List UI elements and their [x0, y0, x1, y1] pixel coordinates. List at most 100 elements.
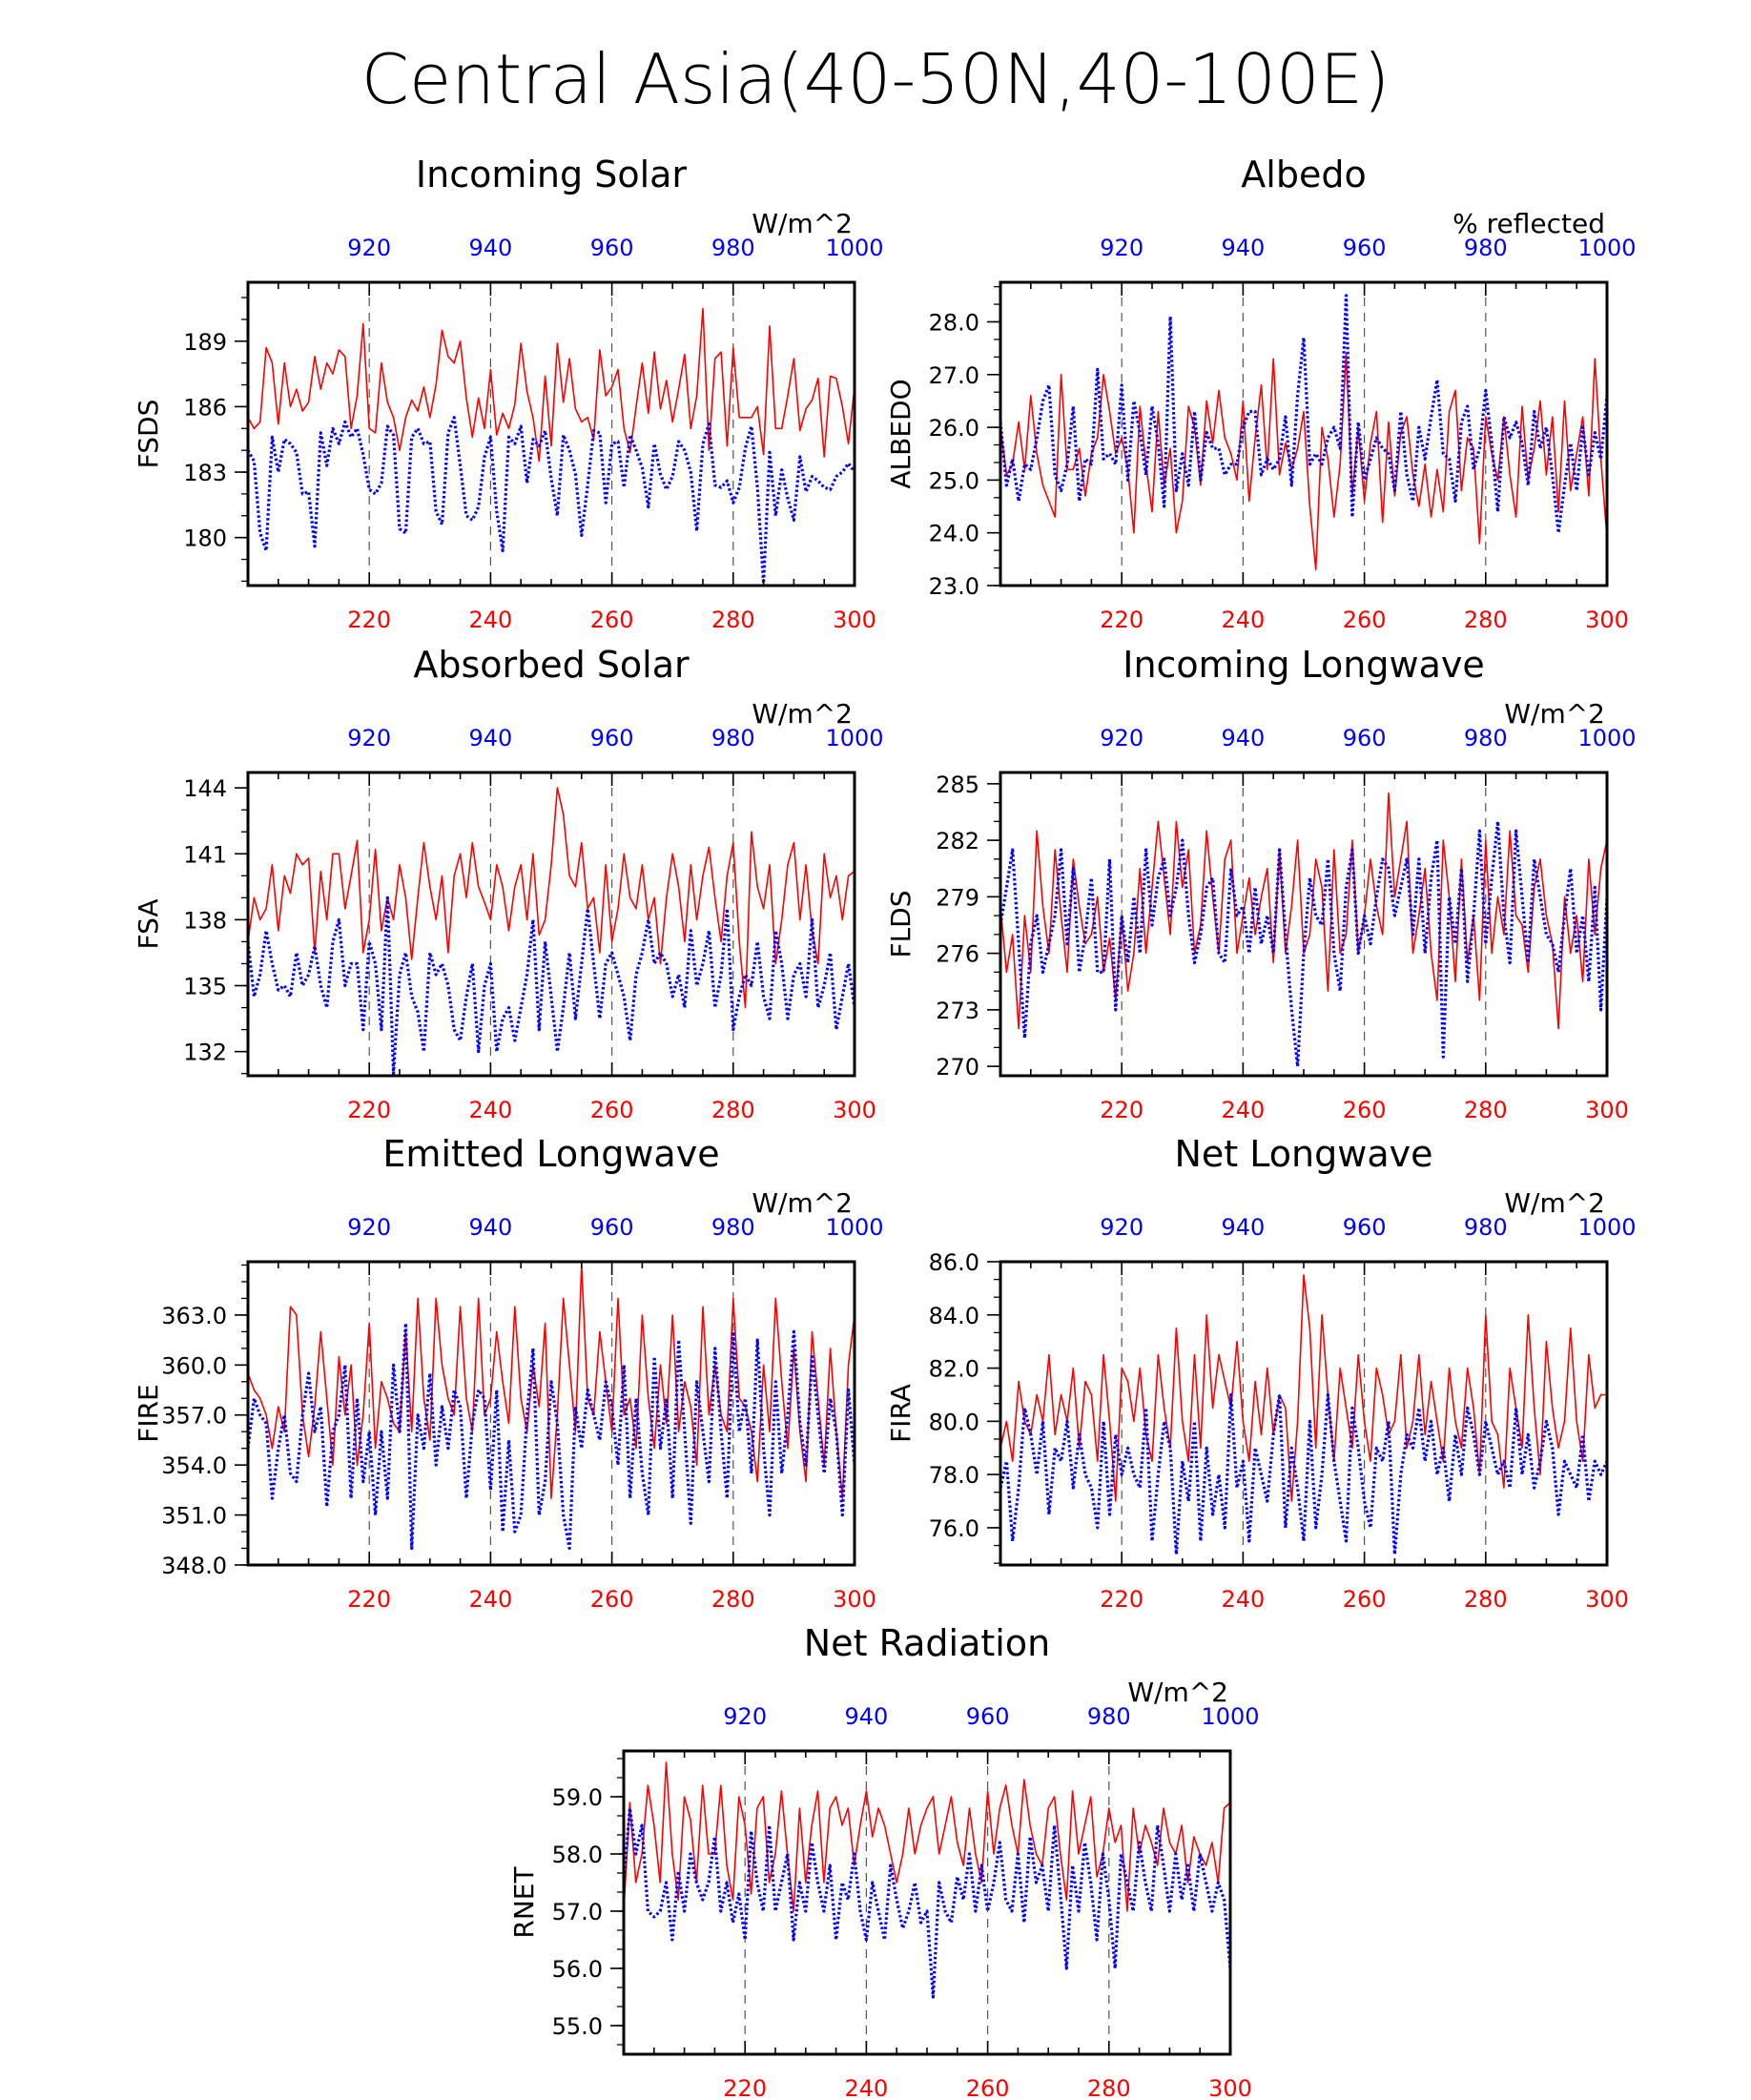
- x-tick-label: 220: [1100, 1097, 1143, 1123]
- y-tick-label: 27.0: [929, 362, 979, 389]
- panel-fire: Emitted Longwave W/m^2 220 240 260 280 300 920 9…: [133, 1133, 884, 1613]
- units-label: W/m^2: [1504, 698, 1605, 730]
- x-tick-label: 240: [468, 1586, 512, 1613]
- x-tick-label: 260: [1343, 1586, 1387, 1613]
- x-top-tick-label: 1000: [1577, 1214, 1636, 1241]
- y-tick-label: 357.0: [161, 1403, 227, 1430]
- x-top-tick-label: 920: [347, 1214, 391, 1241]
- plot-frame: [999, 771, 1609, 1078]
- y-tick-label: 186: [183, 394, 227, 421]
- y-tick-label: 84.0: [929, 1303, 979, 1329]
- series-line-blue: [1000, 1392, 1607, 1556]
- series-line-red: [1000, 352, 1607, 571]
- x-top-tick-label: 980: [711, 235, 755, 261]
- y-axis-label: ALBEDO: [885, 379, 917, 488]
- x-top-tick-label: 920: [347, 235, 391, 261]
- x-top-tick-label: 1000: [825, 235, 883, 261]
- series-line-red: [1000, 792, 1607, 1030]
- y-tick-label: 24.0: [929, 521, 979, 547]
- series-line-red: [1000, 1274, 1607, 1502]
- x-top-tick-label: 1000: [1577, 725, 1636, 751]
- y-axis-label: FSA: [133, 898, 164, 949]
- x-tick-label: 280: [711, 1586, 755, 1613]
- units-label: W/m^2: [1504, 1187, 1605, 1219]
- y-tick-label: 279: [936, 884, 979, 911]
- y-tick-label: 285: [936, 772, 979, 798]
- x-tick-label: 220: [347, 1097, 391, 1123]
- y-tick-label: 56.0: [552, 1956, 603, 1983]
- units-label: W/m^2: [752, 698, 853, 730]
- plot-frame: [622, 1749, 1232, 2056]
- panel-rnet: Net Radiation W/m^2 220 240 260 280 300 920 940 9…: [508, 1622, 1260, 2100]
- x-top-tick-label: 960: [590, 235, 634, 261]
- y-axis-label: FSDS: [133, 400, 164, 469]
- y-tick-label: 57.0: [552, 1899, 603, 1925]
- figure-title: Central Asia(40-50N,40-100E): [361, 39, 1390, 119]
- x-tick-label: 240: [1221, 1097, 1265, 1123]
- y-axis-label: FIRE: [133, 1384, 164, 1443]
- plot-frame: [999, 280, 1609, 587]
- x-tick-label: 260: [1343, 607, 1387, 633]
- y-tick-label: 28.0: [929, 309, 979, 336]
- series-line-red: [248, 307, 855, 463]
- y-tick-label: 273: [936, 998, 979, 1024]
- y-tick-label: 354.0: [161, 1452, 227, 1479]
- x-tick-label: 220: [347, 607, 391, 633]
- series-line-red: [248, 787, 855, 1009]
- x-tick-label: 220: [1100, 607, 1143, 633]
- y-tick-label: 141: [183, 841, 227, 868]
- x-tick-label: 300: [1208, 2075, 1252, 2100]
- x-top-tick-label: 940: [844, 1703, 888, 1730]
- y-tick-label: 348.0: [161, 1553, 227, 1579]
- series-line-blue: [624, 1806, 1230, 1999]
- x-top-tick-label: 960: [966, 1703, 1010, 1730]
- x-top-tick-label: 1000: [1201, 1703, 1259, 1730]
- series-line-red: [624, 1761, 1230, 1912]
- x-tick-label: 240: [1221, 1586, 1265, 1613]
- units-label: W/m^2: [752, 208, 853, 239]
- series-line-blue: [1000, 294, 1607, 535]
- series-line-blue: [1000, 819, 1607, 1068]
- plot-frame: [246, 1260, 856, 1567]
- x-top-tick-label: 920: [1100, 235, 1143, 261]
- x-top-tick-label: 1000: [1577, 235, 1636, 261]
- y-tick-label: 26.0: [929, 415, 979, 442]
- x-top-tick-label: 980: [1464, 725, 1508, 751]
- x-top-tick-label: 920: [723, 1703, 767, 1730]
- x-top-tick-label: 940: [1221, 725, 1265, 751]
- x-tick-label: 300: [833, 1586, 876, 1613]
- x-top-tick-label: 1000: [825, 1214, 883, 1241]
- panel-title: Incoming Longwave: [1123, 644, 1484, 686]
- y-tick-label: 351.0: [161, 1503, 227, 1530]
- x-tick-label: 240: [844, 2075, 888, 2100]
- y-tick-label: 80.0: [929, 1409, 979, 1435]
- y-tick-label: 76.0: [929, 1515, 979, 1542]
- x-tick-label: 240: [1221, 607, 1265, 633]
- y-axis-label: RNET: [508, 1866, 540, 1939]
- x-tick-label: 220: [1100, 1586, 1143, 1613]
- x-top-tick-label: 980: [1464, 235, 1508, 261]
- x-top-tick-label: 960: [590, 1214, 634, 1241]
- x-top-tick-label: 960: [590, 725, 634, 751]
- y-tick-label: 270: [936, 1054, 979, 1081]
- y-tick-label: 58.0: [552, 1842, 603, 1868]
- panel-title: Albedo: [1241, 154, 1366, 196]
- y-tick-label: 82.0: [929, 1356, 979, 1383]
- panel-title: Absorbed Solar: [413, 644, 690, 686]
- y-axis-label: FLDS: [885, 890, 917, 957]
- x-tick-label: 280: [711, 1097, 755, 1123]
- x-top-tick-label: 980: [1087, 1703, 1131, 1730]
- series-line-blue: [248, 1321, 855, 1551]
- x-tick-label: 280: [1464, 1097, 1508, 1123]
- x-top-tick-label: 920: [1100, 725, 1143, 751]
- y-tick-label: 189: [183, 329, 227, 356]
- series-line-blue: [248, 896, 855, 1076]
- x-tick-label: 260: [966, 2075, 1010, 2100]
- y-tick-label: 360.0: [161, 1352, 227, 1379]
- units-label: W/m^2: [752, 1187, 853, 1219]
- panel-fsa: Absorbed Solar W/m^2 220 240 260 280 300 920 940…: [133, 644, 884, 1123]
- panel-fira: Net Longwave W/m^2 220 240 260 280 300 920 940 96…: [885, 1133, 1637, 1613]
- x-top-tick-label: 960: [1343, 725, 1387, 751]
- panel-albedo: Albedo % reflected 220 240 260 280 300 920 940 96…: [885, 154, 1637, 633]
